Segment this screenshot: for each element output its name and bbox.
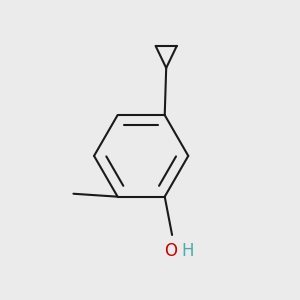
Text: H: H [181, 242, 194, 260]
Text: O: O [164, 242, 177, 260]
